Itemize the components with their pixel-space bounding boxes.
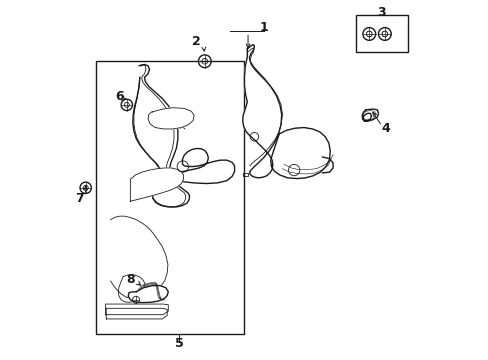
Text: 6: 6 (115, 90, 124, 103)
Polygon shape (362, 109, 378, 121)
Polygon shape (151, 148, 234, 184)
Polygon shape (242, 45, 281, 178)
Text: 1: 1 (259, 21, 268, 34)
Polygon shape (118, 275, 145, 302)
Text: 8: 8 (126, 274, 134, 287)
Text: 5: 5 (174, 337, 183, 350)
Polygon shape (130, 168, 183, 201)
Text: 2: 2 (191, 35, 200, 48)
Bar (355, 15, 407, 53)
Polygon shape (270, 127, 329, 179)
Polygon shape (148, 108, 194, 129)
Text: 4: 4 (381, 122, 389, 135)
Polygon shape (128, 285, 168, 303)
Text: 3: 3 (377, 6, 385, 19)
Text: 7: 7 (75, 192, 84, 205)
Bar (96, 61, 244, 334)
